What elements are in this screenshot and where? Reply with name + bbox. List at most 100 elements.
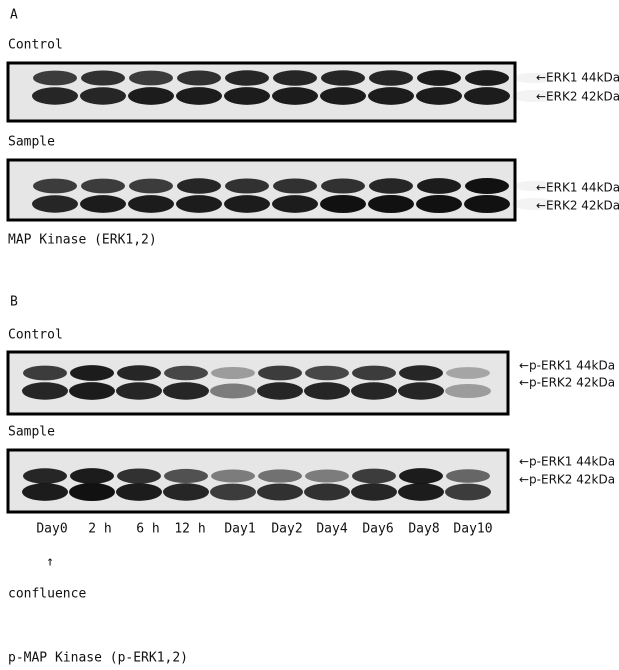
band xyxy=(417,178,461,194)
lane-label: 6 h xyxy=(136,522,159,537)
band xyxy=(128,87,174,105)
band xyxy=(225,70,269,85)
band-label: ←p-ERK1 44kDa xyxy=(519,359,615,373)
band xyxy=(164,469,208,483)
band xyxy=(210,384,256,399)
lane-label: Day8 xyxy=(408,522,439,537)
band xyxy=(129,179,173,194)
band xyxy=(70,365,114,381)
band xyxy=(513,73,557,83)
blot-label: Control xyxy=(8,38,63,53)
band xyxy=(225,178,269,193)
figure: A Control Sample ←ERK1 44kDa ←ERK2 42kDa… xyxy=(0,0,619,670)
band xyxy=(445,384,491,398)
lane-label: Day2 xyxy=(271,522,302,537)
band xyxy=(398,483,444,501)
band xyxy=(258,469,302,482)
band xyxy=(369,178,413,193)
band xyxy=(352,469,396,484)
band xyxy=(117,365,161,380)
band xyxy=(117,468,161,483)
band-label: ←p-ERK2 42kDa xyxy=(519,376,615,390)
panel-label: A xyxy=(10,8,18,23)
band xyxy=(512,198,558,210)
band xyxy=(258,366,302,381)
band-label: ←p-ERK1 44kDa xyxy=(519,455,615,469)
lane-label: Day4 xyxy=(316,522,347,537)
band xyxy=(351,382,397,399)
band xyxy=(399,365,443,380)
band xyxy=(69,382,115,400)
band xyxy=(163,483,209,500)
band xyxy=(224,195,270,213)
band xyxy=(177,70,221,85)
band xyxy=(320,195,366,213)
band xyxy=(272,87,318,105)
band xyxy=(81,70,125,85)
band xyxy=(23,366,67,381)
caption: MAP Kinase (ERK1,2) xyxy=(8,233,157,248)
lane-label: Day6 xyxy=(362,522,393,537)
band xyxy=(465,178,509,194)
band xyxy=(33,179,77,194)
band xyxy=(80,195,126,213)
band xyxy=(321,70,365,85)
band xyxy=(399,468,443,484)
band xyxy=(272,195,318,213)
band xyxy=(512,90,558,102)
band xyxy=(446,367,490,379)
band xyxy=(305,470,349,483)
band xyxy=(80,87,126,104)
band xyxy=(351,483,397,500)
lane-label: Day1 xyxy=(224,522,255,537)
band xyxy=(69,483,115,501)
band xyxy=(128,195,174,213)
band xyxy=(368,87,414,105)
blot-label: Sample xyxy=(8,425,55,440)
band xyxy=(417,70,461,86)
note: confluence xyxy=(8,587,86,602)
band xyxy=(23,468,67,483)
band xyxy=(304,483,350,500)
band xyxy=(32,195,78,212)
band xyxy=(464,195,510,213)
band xyxy=(369,70,413,85)
band xyxy=(320,87,366,105)
band xyxy=(22,382,68,399)
band xyxy=(273,178,317,193)
blot-label: Sample xyxy=(8,135,55,150)
band xyxy=(176,87,222,105)
band xyxy=(176,195,222,213)
caption: p-MAP Kinase (p-ERK1,2) xyxy=(8,651,188,666)
page: A Control Sample ←ERK1 44kDa ←ERK2 42kDa… xyxy=(0,0,619,670)
band xyxy=(224,87,270,105)
band xyxy=(257,382,303,399)
band xyxy=(81,179,125,194)
band xyxy=(352,366,396,381)
band xyxy=(464,87,510,105)
band xyxy=(33,71,77,86)
band xyxy=(513,181,557,191)
band-label: ←p-ERK2 42kDa xyxy=(519,473,615,487)
band xyxy=(321,178,365,193)
band xyxy=(163,382,209,399)
band xyxy=(22,483,68,501)
band xyxy=(398,382,444,399)
lane-label: Day0 xyxy=(36,522,67,537)
blot-label: Control xyxy=(8,328,63,343)
band xyxy=(416,195,462,213)
lane-label: Day10 xyxy=(453,522,492,537)
band xyxy=(164,366,208,381)
band xyxy=(210,484,256,501)
band xyxy=(211,367,255,379)
band xyxy=(129,71,173,86)
lane-label: 12 h xyxy=(174,522,205,537)
band xyxy=(116,483,162,501)
band xyxy=(445,484,491,501)
band xyxy=(70,468,114,484)
band xyxy=(304,382,350,399)
band xyxy=(116,382,162,399)
band xyxy=(211,470,255,483)
band xyxy=(305,366,349,381)
band xyxy=(273,70,317,85)
